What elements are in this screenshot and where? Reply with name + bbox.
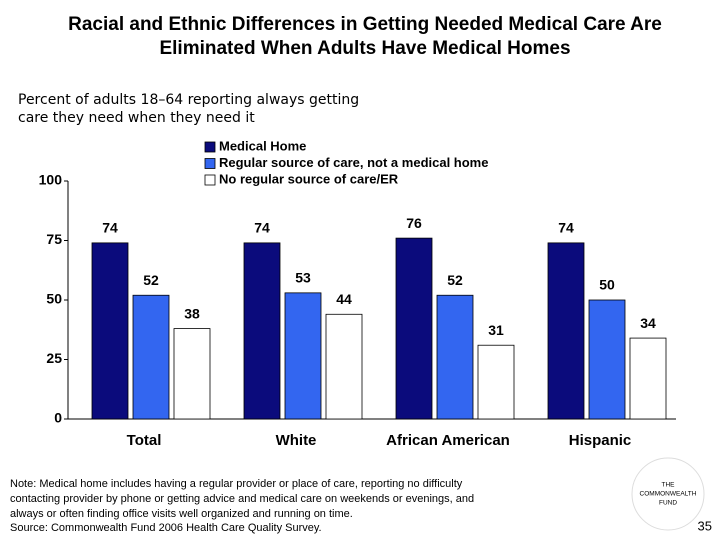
bar [477, 344, 515, 420]
value-label: 74 [254, 220, 270, 236]
value-label: 50 [599, 277, 615, 293]
y-tick-label: 0 [54, 410, 62, 426]
y-tick-label: 75 [46, 231, 62, 247]
x-tick-label: White [276, 432, 317, 449]
logo-text: FUND [659, 500, 677, 507]
value-label: 34 [640, 315, 656, 331]
logo-text: THE [662, 482, 676, 489]
x-tick-label: Hispanic [569, 432, 632, 449]
bar [91, 242, 129, 420]
bar [132, 294, 170, 420]
bar [173, 328, 211, 420]
value-label: 76 [406, 215, 422, 231]
bar [395, 237, 433, 420]
bar [547, 242, 585, 420]
value-label: 74 [558, 220, 574, 236]
legend-swatch [204, 158, 216, 169]
legend-swatch [204, 141, 216, 153]
logo-text: COMMONWEALTH [640, 491, 697, 498]
note: always or often finding office visits we… [10, 508, 353, 520]
logo-circle [631, 457, 705, 531]
note: contacting provider by phone or getting … [10, 493, 474, 505]
legend-label: Regular source of care, not a medical ho… [219, 155, 488, 170]
y-tick-label: 25 [46, 350, 62, 366]
value-label: 52 [447, 272, 463, 288]
chart-title: Racial and Ethnic Differences in Getting… [68, 14, 662, 35]
x-tick-label: African American [386, 432, 510, 449]
x-tick-label: Total [127, 432, 162, 449]
value-label: 44 [336, 291, 352, 307]
bar [436, 294, 474, 420]
source: Source: Commonwealth Fund 2006 Health Ca… [10, 522, 322, 534]
value-label: 38 [184, 305, 200, 321]
value-label: 31 [488, 322, 504, 338]
legend-swatch [204, 174, 216, 186]
bar [325, 313, 363, 420]
chart-title: Eliminated When Adults Have Medical Home… [159, 38, 570, 59]
bar [243, 242, 281, 420]
value-label: 52 [143, 272, 159, 288]
bar [629, 337, 667, 420]
y-tick-label: 50 [46, 291, 62, 307]
y-tick-label: 100 [39, 172, 63, 188]
page-number: 35 [698, 518, 712, 533]
value-label: 53 [295, 270, 311, 286]
chart-subtitle: Percent of adults 18–64 reporting always… [18, 92, 359, 108]
bar [588, 299, 626, 420]
legend-label: Medical Home [219, 138, 306, 153]
note: Note: Medical home includes having a reg… [10, 478, 463, 490]
value-label: 74 [102, 220, 118, 236]
legend-label: No regular source of care/ER [219, 171, 399, 186]
chart-subtitle: care they need when they need it [18, 110, 255, 126]
bar [284, 292, 322, 420]
